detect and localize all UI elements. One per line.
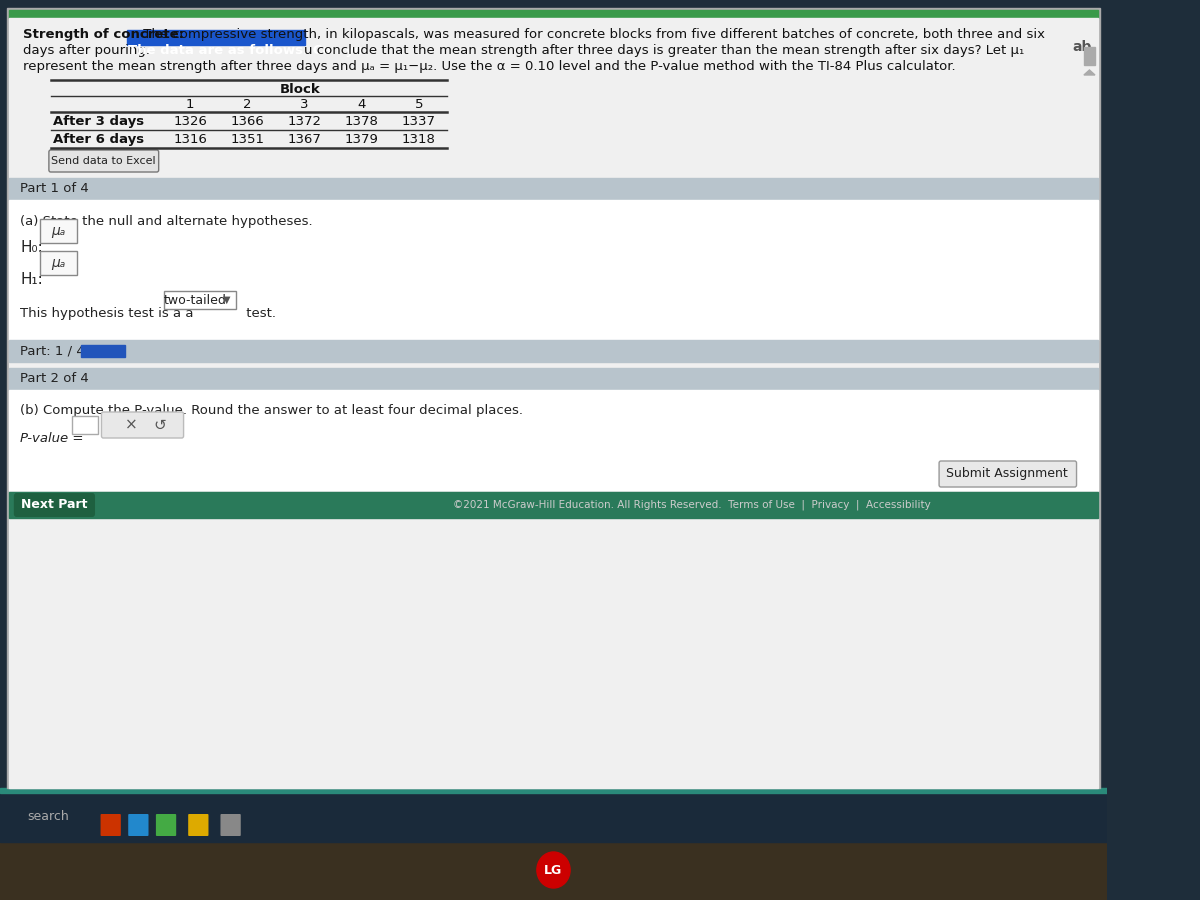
Text: 3: 3 bbox=[300, 98, 308, 111]
Text: ↺: ↺ bbox=[154, 418, 166, 433]
Text: H₀:: H₀: bbox=[20, 240, 43, 255]
Bar bbox=[0, 792, 1106, 842]
Text: 4: 4 bbox=[358, 98, 366, 111]
Text: 1378: 1378 bbox=[344, 115, 378, 128]
Bar bbox=[82, 345, 126, 357]
Text: ×: × bbox=[125, 418, 137, 433]
Text: 1318: 1318 bbox=[402, 133, 436, 146]
FancyBboxPatch shape bbox=[72, 416, 97, 434]
Text: Block: Block bbox=[280, 83, 320, 96]
Bar bbox=[10, 368, 1098, 390]
Text: 2: 2 bbox=[242, 98, 252, 111]
Text: Part 2 of 4: Part 2 of 4 bbox=[20, 373, 89, 385]
Text: 1379: 1379 bbox=[344, 133, 378, 146]
Text: ab: ab bbox=[1073, 40, 1092, 54]
Text: two-tailed: two-tailed bbox=[163, 293, 226, 307]
Text: ©2021 McGraw-Hill Education. All Rights Reserved.  Terms of Use  |  Privacy  |  : ©2021 McGraw-Hill Education. All Rights … bbox=[452, 500, 931, 510]
Text: 5: 5 bbox=[414, 98, 424, 111]
Text: This hypothesis test is a a: This hypothesis test is a a bbox=[20, 307, 193, 320]
Text: μₐ: μₐ bbox=[50, 256, 65, 270]
Text: LG: LG bbox=[545, 863, 563, 877]
Bar bbox=[0, 842, 1106, 900]
Text: The data are as follows. Can yo: The data are as follows. Can yo bbox=[128, 44, 364, 57]
Bar bbox=[10, 492, 1098, 518]
Circle shape bbox=[536, 852, 570, 888]
Text: 1: 1 bbox=[186, 98, 194, 111]
Text: (b) Compute the P-value. Round the answer to at least four decimal places.: (b) Compute the P-value. Round the answe… bbox=[20, 404, 523, 417]
FancyBboxPatch shape bbox=[164, 291, 236, 309]
Bar bbox=[1084, 47, 1094, 65]
Bar bbox=[10, 340, 1098, 362]
Bar bbox=[7, 8, 1099, 788]
Text: 1367: 1367 bbox=[288, 133, 322, 146]
Text: (a) State the null and alternate hypotheses.: (a) State the null and alternate hypothe… bbox=[20, 215, 313, 228]
Text: ▼: ▼ bbox=[223, 295, 230, 305]
Text: μₐ: μₐ bbox=[50, 224, 65, 238]
FancyBboxPatch shape bbox=[14, 493, 95, 517]
FancyBboxPatch shape bbox=[40, 219, 77, 243]
Bar bbox=[10, 18, 1098, 788]
Text: After 3 days: After 3 days bbox=[53, 115, 144, 128]
Text: 1351: 1351 bbox=[230, 133, 264, 146]
Text: P-value =: P-value = bbox=[20, 432, 84, 445]
Polygon shape bbox=[1084, 70, 1094, 75]
Text: The compressive strength, in kilopascals, was measured for concrete blocks from : The compressive strength, in kilopascals… bbox=[139, 28, 1045, 41]
Text: 1316: 1316 bbox=[173, 133, 206, 146]
Text: Next Part: Next Part bbox=[22, 499, 88, 511]
Text: Part: 1 / 4: Part: 1 / 4 bbox=[20, 345, 85, 357]
Bar bbox=[10, 200, 1098, 340]
Text: 1372: 1372 bbox=[288, 115, 322, 128]
Text: u conclude that the mean strength after three days is greater than the mean stre: u conclude that the mean strength after … bbox=[304, 44, 1025, 57]
FancyBboxPatch shape bbox=[221, 814, 241, 836]
Bar bbox=[10, 178, 1098, 200]
Text: Strength of concrete:: Strength of concrete: bbox=[23, 28, 184, 41]
Text: days after pouring.: days after pouring. bbox=[23, 44, 155, 57]
Text: After 6 days: After 6 days bbox=[53, 133, 144, 146]
FancyBboxPatch shape bbox=[49, 150, 158, 172]
FancyBboxPatch shape bbox=[188, 814, 209, 836]
Text: Submit Assignment: Submit Assignment bbox=[947, 467, 1068, 481]
Text: 1326: 1326 bbox=[173, 115, 206, 128]
FancyBboxPatch shape bbox=[128, 814, 149, 836]
Text: represent the mean strength after three days and μₐ = μ₁−μ₂. Use the α = 0.10 le: represent the mean strength after three … bbox=[23, 60, 955, 73]
Bar bbox=[0, 788, 1106, 793]
Text: 1366: 1366 bbox=[230, 115, 264, 128]
Bar bbox=[10, 10, 1098, 18]
FancyBboxPatch shape bbox=[40, 251, 77, 275]
Text: search: search bbox=[28, 811, 70, 824]
Text: Part 1 of 4: Part 1 of 4 bbox=[20, 183, 89, 195]
Text: H₁:: H₁: bbox=[20, 272, 43, 287]
FancyBboxPatch shape bbox=[102, 412, 184, 438]
FancyBboxPatch shape bbox=[940, 461, 1076, 487]
FancyBboxPatch shape bbox=[156, 814, 176, 836]
Bar bbox=[10, 390, 1098, 490]
Text: Send data to Excel: Send data to Excel bbox=[52, 156, 156, 166]
Text: 1337: 1337 bbox=[402, 115, 436, 128]
Bar bbox=[127, 30, 305, 45]
FancyBboxPatch shape bbox=[101, 814, 121, 836]
Text: test.: test. bbox=[241, 307, 276, 320]
